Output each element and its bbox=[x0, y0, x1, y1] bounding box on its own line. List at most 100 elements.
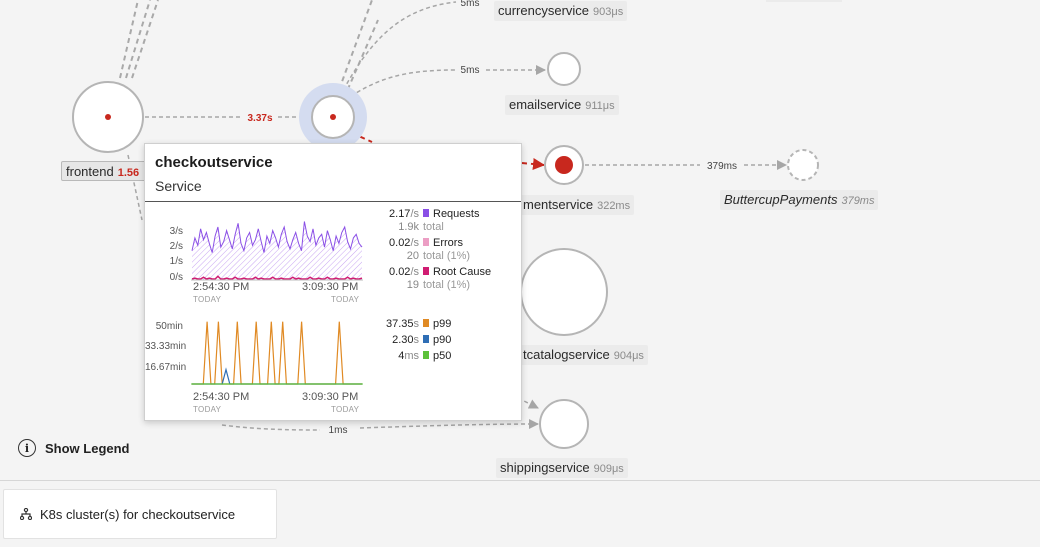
label-latency: 909μs bbox=[593, 463, 624, 475]
label-text: shippingservice bbox=[500, 460, 590, 475]
edge-label-frontend-checkout: 3.37s bbox=[247, 113, 272, 124]
node-productcatalogservice[interactable] bbox=[520, 248, 608, 336]
req-xtick-1: 3:09:30 PM bbox=[302, 281, 359, 293]
label-latency: 1.56 bbox=[117, 167, 140, 179]
req-xday-1: TODAY bbox=[331, 295, 360, 304]
stat-p99: 37.35s p99 bbox=[373, 318, 451, 330]
node-buttercuppayments[interactable] bbox=[787, 149, 819, 181]
stat-errors-unit: /s bbox=[410, 237, 419, 249]
stat-p90-name: p90 bbox=[433, 334, 452, 346]
tooltip-divider bbox=[145, 201, 521, 202]
label-text: emailservice bbox=[509, 97, 582, 112]
req-ytick-0: 3/s bbox=[169, 226, 183, 237]
label-text: frontend bbox=[66, 164, 114, 179]
label-buttercuppayments: ButtercupPayments 379ms bbox=[720, 190, 879, 210]
stat-requests: 2.17/s Requests bbox=[373, 208, 479, 220]
offscreen-label bbox=[766, 0, 842, 2]
lat-xday-1: TODAY bbox=[331, 405, 360, 414]
label-shippingservice: shippingservice 909μs bbox=[496, 458, 628, 478]
info-icon: i bbox=[18, 439, 36, 457]
stat-p99-name: p99 bbox=[433, 318, 452, 330]
stat-rootcause-total-label: total (1%) bbox=[423, 279, 471, 291]
label-emailservice: emailservice 911μs bbox=[505, 95, 619, 115]
root-cause-swatch bbox=[423, 267, 429, 275]
k8s-clusters-label: K8s cluster(s) for checkoutservice bbox=[40, 506, 236, 522]
stat-p50-unit: ms bbox=[404, 350, 419, 362]
node-frontend[interactable] bbox=[72, 81, 144, 153]
requests-area bbox=[192, 221, 362, 280]
label-paymentservice: mentservice 322ms bbox=[519, 195, 635, 215]
stat-p50-value: 4 bbox=[398, 350, 405, 362]
edges-incoming bbox=[119, 0, 379, 99]
show-legend-label: Show Legend bbox=[45, 440, 130, 456]
p99-swatch bbox=[423, 319, 429, 327]
stat-rootcause-value: 0.02 bbox=[389, 266, 411, 278]
req-xday-0: TODAY bbox=[193, 295, 222, 304]
stat-errors-total: 20 total (1%) bbox=[373, 250, 470, 262]
tooltip-title: checkoutservice bbox=[155, 154, 273, 171]
req-xtick-0: 2:54:30 PM bbox=[193, 281, 250, 293]
label-latency: 322ms bbox=[597, 200, 631, 212]
label-text: tcatalogservice bbox=[523, 347, 610, 362]
stat-requests-total-label: total bbox=[423, 221, 444, 233]
node-checkoutservice[interactable] bbox=[299, 83, 367, 151]
latency-chart bbox=[191, 321, 363, 385]
stat-rootcause-total-value: 19 bbox=[406, 279, 419, 291]
node-emailservice[interactable] bbox=[547, 52, 581, 86]
edge-checkout-currency[interactable]: 5ms bbox=[339, 0, 480, 97]
edge-label-checkout-shipping: 1ms bbox=[329, 425, 348, 436]
errors-swatch bbox=[423, 238, 429, 246]
stat-root-cause: 0.02/s Root Cause bbox=[373, 266, 491, 278]
stat-requests-total: 1.9k total bbox=[373, 221, 444, 233]
stat-rootcause-name: Root Cause bbox=[433, 266, 492, 278]
service-map[interactable]: 3.37s 5ms 5ms 379ms 1ms bbox=[0, 0, 1040, 480]
node-shippingservice[interactable] bbox=[539, 399, 589, 449]
req-ytick-1: 2/s bbox=[169, 241, 183, 252]
edge-payment-buttercup[interactable]: 379ms bbox=[585, 160, 787, 172]
req-ytick-3: 0/s bbox=[169, 272, 183, 283]
latency-line-p99 bbox=[192, 321, 362, 385]
edge-label-checkout-currency: 5ms bbox=[461, 0, 480, 9]
bottom-bar: K8s cluster(s) for checkoutservice bbox=[0, 480, 1040, 547]
p50-swatch bbox=[423, 351, 429, 359]
stat-rootcause-unit: /s bbox=[410, 266, 419, 278]
stat-errors-total-value: 20 bbox=[406, 250, 419, 262]
label-latency: 904μs bbox=[613, 350, 644, 362]
stat-p90: 2.30s p90 bbox=[373, 334, 451, 346]
label-text: currencyservice bbox=[498, 3, 590, 18]
service-tooltip: checkoutservice Service 3/s 2/s 1/s 0/s … bbox=[144, 143, 522, 421]
stat-p99-unit: s bbox=[413, 318, 420, 330]
label-text: mentservice bbox=[523, 197, 594, 212]
label-productcatalogservice: tcatalogservice 904μs bbox=[519, 345, 648, 365]
edge-checkout-email[interactable]: 5ms bbox=[344, 65, 546, 101]
label-text: ButtercupPayments bbox=[724, 192, 838, 207]
stat-errors-total-label: total (1%) bbox=[423, 250, 471, 262]
lat-xtick-1: 3:09:30 PM bbox=[302, 391, 359, 403]
root-cause-line bbox=[191, 275, 363, 280]
stat-errors-value: 0.02 bbox=[389, 237, 411, 249]
label-latency: 903μs bbox=[593, 6, 624, 18]
k8s-clusters-button[interactable]: K8s cluster(s) for checkoutservice bbox=[3, 489, 277, 539]
label-latency: 379ms bbox=[841, 195, 875, 207]
stat-p50-name: p50 bbox=[433, 350, 452, 362]
stat-requests-unit: /s bbox=[410, 208, 419, 220]
stat-requests-value: 2.17 bbox=[389, 208, 411, 220]
stat-errors: 0.02/s Errors bbox=[373, 237, 463, 249]
stat-requests-total-value: 1.9k bbox=[398, 221, 419, 233]
requests-line bbox=[191, 221, 363, 253]
requests-chart bbox=[191, 221, 363, 281]
show-legend-button[interactable]: i Show Legend bbox=[18, 439, 130, 457]
label-latency: 911μs bbox=[585, 100, 615, 112]
stat-p50: 4ms p50 bbox=[373, 350, 451, 362]
stat-p90-unit: s bbox=[413, 334, 420, 346]
stat-p99-value: 37.35 bbox=[385, 318, 414, 330]
stat-errors-name: Errors bbox=[433, 237, 463, 249]
label-frontend: frontend 1.56 bbox=[61, 161, 147, 181]
edge-label-payment-buttercup: 379ms bbox=[707, 161, 737, 172]
edge-frontend-checkout[interactable]: 3.37s bbox=[145, 112, 311, 124]
p90-swatch bbox=[423, 335, 429, 343]
lat-ytick-0: 50min bbox=[155, 321, 183, 332]
stat-root-cause-total: 19 total (1%) bbox=[373, 279, 470, 291]
requests-swatch bbox=[423, 209, 429, 217]
node-paymentservice[interactable] bbox=[544, 145, 584, 185]
